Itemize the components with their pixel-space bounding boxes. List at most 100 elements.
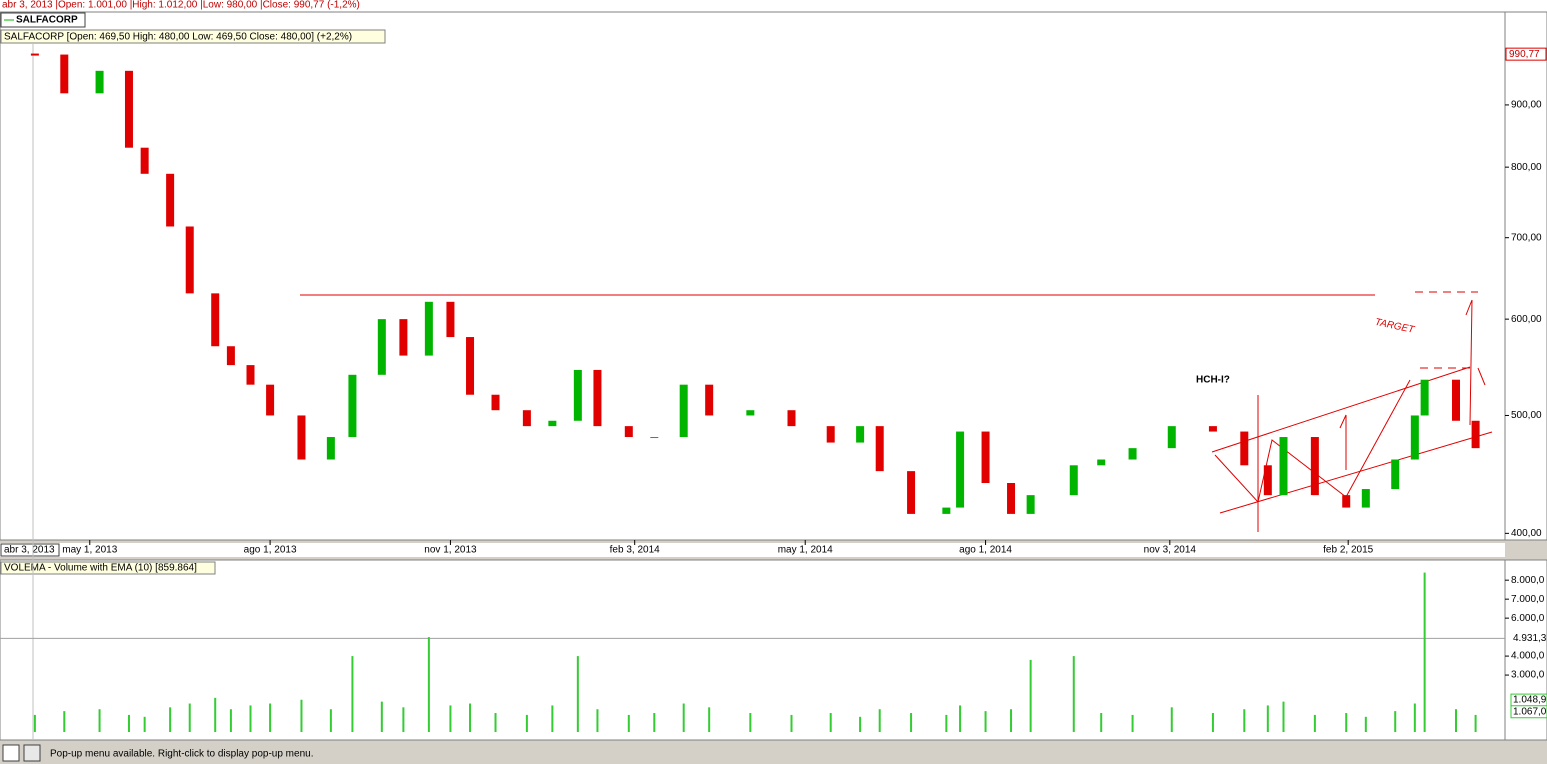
candle — [1342, 495, 1351, 508]
candle — [326, 437, 335, 460]
cursor-date: abr 3, 2013 — [4, 545, 55, 556]
price-panel — [0, 11, 1506, 541]
pattern-label: HCH-I? — [1196, 375, 1230, 386]
volume-bar — [63, 711, 66, 732]
channel-lower — [1219, 431, 1493, 514]
candle — [226, 346, 235, 366]
candle — [297, 415, 306, 460]
candle — [1263, 465, 1272, 496]
candle — [1167, 426, 1176, 449]
marker-label: 1.067,0 — [1513, 706, 1547, 717]
volume-bar — [469, 703, 472, 732]
volume-bar — [984, 711, 987, 732]
y-tick-label: 400,00 — [1511, 528, 1542, 539]
candle — [424, 301, 433, 356]
candle — [679, 384, 688, 438]
y-tick-label: 600,00 — [1511, 314, 1542, 325]
volume-bar — [494, 713, 497, 732]
candle — [1026, 495, 1035, 514]
candle — [826, 426, 835, 443]
candle — [166, 173, 175, 227]
volume-bar — [551, 705, 554, 732]
volume-bar — [682, 703, 685, 732]
y-tick-label: 500,00 — [1511, 410, 1542, 421]
volume-bar — [1345, 713, 1348, 732]
volume-bar — [1010, 709, 1013, 732]
candle — [1279, 437, 1288, 496]
candle — [856, 426, 865, 443]
target-arrow-3 — [1477, 367, 1486, 386]
legend-label: SALFACORP — [16, 15, 78, 26]
volume-bar — [627, 714, 630, 732]
volume-bar — [708, 707, 711, 732]
candle — [1240, 431, 1249, 466]
volume-bar — [188, 703, 191, 732]
volume-bar — [945, 714, 948, 732]
pattern-zigzag — [1214, 379, 1411, 504]
x-tick-label: ago 1, 2014 — [959, 545, 1012, 556]
volume-bar — [427, 637, 430, 732]
candle — [1208, 426, 1217, 432]
candle — [1471, 420, 1480, 449]
candle — [573, 369, 582, 421]
volume-bar — [1266, 705, 1269, 732]
y-tick-label: 7.000,0 — [1511, 594, 1545, 605]
volume-bar — [829, 713, 832, 732]
volume-bar — [596, 709, 599, 732]
status-text: Pop-up menu available. Right-click to di… — [50, 749, 313, 760]
volume-bar — [790, 714, 793, 732]
candle — [1128, 448, 1137, 460]
candle — [787, 410, 796, 427]
marker-label: 4.931,3 — [1513, 633, 1547, 644]
status-bar — [0, 742, 1547, 764]
candle — [956, 431, 965, 508]
y-tick-label: 800,00 — [1511, 162, 1542, 173]
volume-bar — [653, 713, 656, 732]
y-tick-label: 4.000,0 — [1511, 651, 1545, 662]
volume-bar — [214, 697, 217, 732]
candle — [650, 437, 659, 439]
volume-bar — [329, 709, 332, 732]
volume-bar — [749, 713, 752, 732]
volume-bar — [300, 699, 303, 732]
candle — [1391, 459, 1400, 490]
candle — [124, 70, 133, 148]
volume-title: VOLEMA - Volume with EMA (10) [859.864] — [4, 563, 197, 574]
x-tick-label: feb 2, 2015 — [1323, 545, 1373, 556]
candle — [211, 293, 220, 347]
y-tick-label: 8.000,0 — [1511, 575, 1545, 586]
cursor-date-box — [0, 543, 60, 557]
x-tick-label: nov 1, 2013 — [424, 545, 477, 556]
candle — [60, 54, 69, 94]
volume-bar — [380, 701, 383, 732]
candle — [548, 420, 557, 427]
volume-bar — [98, 709, 101, 732]
volume-bar — [1243, 709, 1246, 732]
volume-panel — [0, 559, 1506, 741]
candle — [377, 319, 386, 375]
candle — [95, 70, 104, 94]
candle — [185, 226, 194, 294]
icon-expand[interactable] — [2, 744, 20, 762]
candle — [1420, 379, 1429, 416]
icon-menu[interactable] — [23, 744, 41, 762]
candle — [593, 369, 602, 427]
legend-box — [0, 12, 86, 28]
last-price-label: 990,77 — [1509, 49, 1540, 60]
candle — [1069, 465, 1078, 496]
volume-bar — [1313, 714, 1316, 732]
candle — [446, 301, 455, 338]
volume-bar — [1029, 659, 1032, 732]
y-tick-label: 700,00 — [1511, 232, 1542, 243]
candle — [907, 471, 916, 514]
marker-label: 1.048,9 — [1513, 695, 1547, 706]
volume-bar — [449, 705, 452, 732]
candle — [1361, 489, 1370, 508]
date-axis — [0, 543, 1505, 557]
header-bar — [0, 0, 1547, 12]
x-tick-label: nov 3, 2014 — [1144, 545, 1197, 556]
volume-bar — [1474, 714, 1477, 732]
candle — [1410, 415, 1419, 460]
